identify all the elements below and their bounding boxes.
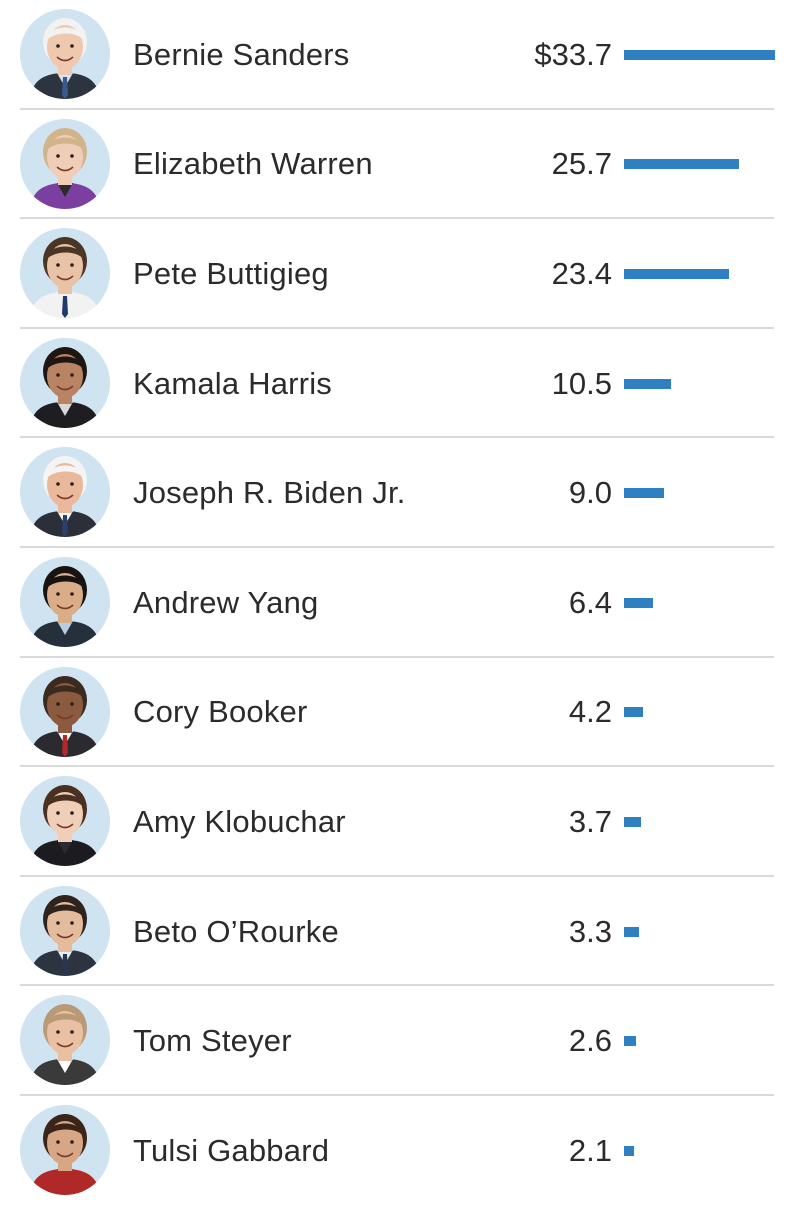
candidate-photo-icon <box>20 1105 110 1195</box>
value-label: 9.0 <box>568 475 612 511</box>
candidate-row: Elizabeth Warren 25.7 <box>0 110 788 220</box>
row-divider <box>20 326 774 329</box>
row-divider <box>20 1093 774 1096</box>
candidate-name: Amy Klobuchar <box>133 803 346 839</box>
row-divider <box>20 107 774 110</box>
value-label: 3.3 <box>568 913 612 949</box>
candidate-avatar <box>20 228 110 319</box>
candidate-name: Tulsi Gabbard <box>133 1132 330 1168</box>
value-label: 2.6 <box>568 1023 612 1059</box>
value-label: 4.2 <box>568 694 612 730</box>
candidate-avatar <box>20 337 110 428</box>
candidate-row: Pete Buttigieg 23.4 <box>0 219 788 329</box>
candidate-row: Amy Klobuchar 3.7 <box>0 767 788 877</box>
candidate-name: Bernie Sanders <box>133 36 350 72</box>
candidate-avatar <box>20 776 110 867</box>
value-label: 10.5 <box>551 365 612 401</box>
candidate-photo-icon <box>20 447 110 538</box>
candidate-avatar <box>20 557 110 647</box>
candidate-photo-icon <box>20 9 110 99</box>
row-divider <box>20 436 774 439</box>
candidate-row: Bernie Sanders $33.7 <box>0 0 788 110</box>
candidate-photo-icon <box>20 995 110 1086</box>
candidate-avatar <box>20 447 110 538</box>
value-bar <box>624 159 739 170</box>
candidate-row: Kamala Harris 10.5 <box>0 329 788 439</box>
candidate-photo-icon <box>20 885 110 976</box>
value-bar <box>624 1036 636 1047</box>
row-divider <box>20 545 774 548</box>
candidate-row: Tulsi Gabbard 2.1 <box>0 1096 788 1206</box>
candidate-row: Andrew Yang 6.4 <box>0 548 788 658</box>
candidate-photo-icon <box>20 337 110 428</box>
value-bar <box>624 49 775 60</box>
candidate-avatar <box>20 1105 110 1195</box>
candidate-photo-icon <box>20 776 110 867</box>
value-bar <box>624 378 671 389</box>
candidate-row: Joseph R. Biden Jr. 9.0 <box>0 438 788 548</box>
candidate-avatar <box>20 118 110 209</box>
candidate-name: Elizabeth Warren <box>133 146 373 182</box>
candidate-avatar <box>20 9 110 99</box>
value-label: 25.7 <box>551 146 612 182</box>
candidate-name: Tom Steyer <box>133 1023 292 1059</box>
value-bar <box>624 488 664 499</box>
candidate-row: Beto O’Rourke 3.3 <box>0 877 788 987</box>
value-label: $33.7 <box>534 36 612 72</box>
value-label: 2.1 <box>568 1132 612 1168</box>
candidate-avatar <box>20 666 110 757</box>
value-label: 6.4 <box>568 584 612 620</box>
value-bar <box>624 1145 634 1156</box>
row-divider <box>20 655 774 658</box>
row-divider <box>20 984 774 987</box>
candidate-row: Cory Booker 4.2 <box>0 658 788 768</box>
value-bar <box>624 926 639 937</box>
candidate-photo-icon <box>20 228 110 319</box>
candidate-photo-icon <box>20 666 110 757</box>
value-label: 23.4 <box>551 255 612 291</box>
candidate-photo-icon <box>20 118 110 209</box>
candidate-name: Pete Buttigieg <box>133 255 329 291</box>
value-bar <box>624 268 729 279</box>
candidate-name: Joseph R. Biden Jr. <box>133 475 406 511</box>
row-divider <box>20 217 774 220</box>
candidate-photo-icon <box>20 557 110 647</box>
candidate-avatar <box>20 995 110 1086</box>
candidate-name: Andrew Yang <box>133 584 319 620</box>
candidate-name: Cory Booker <box>133 694 308 730</box>
row-divider <box>20 874 774 877</box>
candidate-name: Beto O’Rourke <box>133 913 339 949</box>
value-bar <box>624 597 653 608</box>
value-label: 3.7 <box>568 803 612 839</box>
candidate-row: Tom Steyer 2.6 <box>0 986 788 1096</box>
value-bar <box>624 707 643 718</box>
candidate-name: Kamala Harris <box>133 365 332 401</box>
candidate-avatar <box>20 885 110 976</box>
value-bar <box>624 816 641 827</box>
row-divider <box>20 765 774 768</box>
